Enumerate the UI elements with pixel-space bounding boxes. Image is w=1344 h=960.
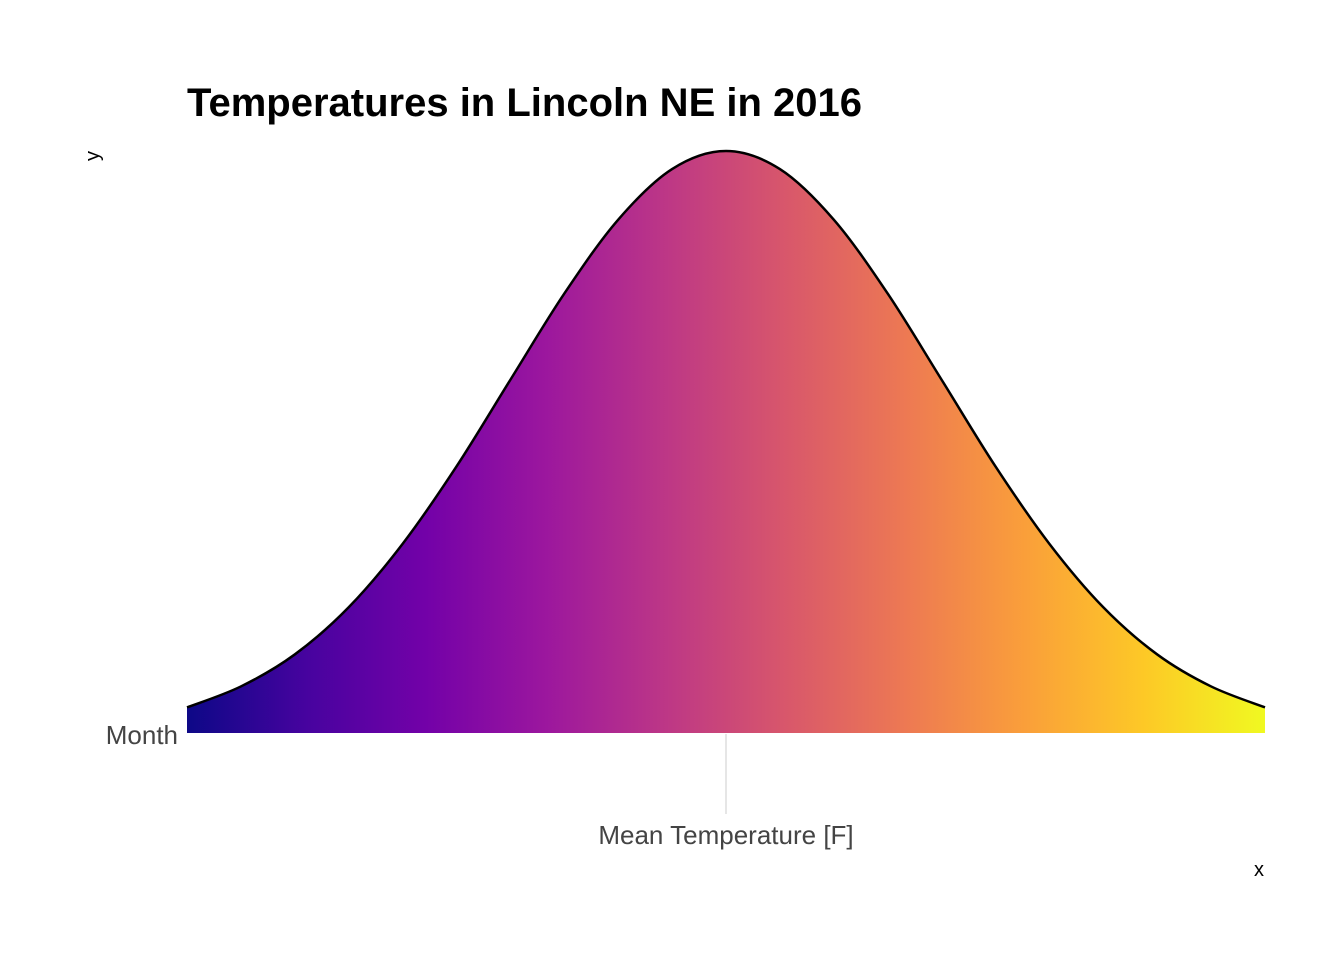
density-fill-area	[187, 151, 1265, 733]
density-layer	[186, 149, 1266, 733]
y-tick-label: Month	[106, 720, 178, 750]
x-tick-label: Mean Temperature [F]	[598, 820, 853, 850]
x-axis-title: x	[1254, 859, 1264, 881]
density-outline	[186, 149, 1266, 709]
chart-title: Temperatures in Lincoln NE in 2016	[187, 81, 862, 125]
y-axis-title: y	[82, 151, 104, 161]
